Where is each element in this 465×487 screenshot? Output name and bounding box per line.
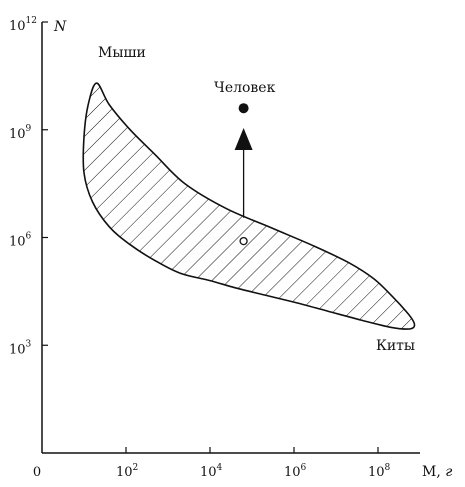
ticks-layer: 102 104 106 108 103 106 109 1012 xyxy=(9,16,391,480)
y-tick-label-3: 1012 xyxy=(9,16,37,34)
y-tick-label-2: 109 xyxy=(9,124,32,142)
hatched-region-layer xyxy=(82,82,416,330)
x-axis-title-unit: г xyxy=(445,464,452,480)
hatched-region xyxy=(82,82,416,330)
marks-layer xyxy=(234,103,253,246)
annotation-mice: Мыши xyxy=(98,45,146,61)
x-tick-label-0: 102 xyxy=(116,463,138,480)
human-point-filled xyxy=(238,103,249,114)
x-tick-label-1: 104 xyxy=(200,463,223,480)
x-tick-label-2: 106 xyxy=(284,463,307,480)
y-tick-label-1: 106 xyxy=(9,232,32,250)
x-axis-title-main: M, xyxy=(422,464,445,480)
annotation-whales: Киты xyxy=(376,338,415,354)
y-axis-title: N xyxy=(53,19,67,35)
x-axis-title: M, г xyxy=(422,464,452,480)
arrow-head xyxy=(234,127,253,150)
human-point-open xyxy=(239,236,248,246)
x-origin-label: 0 xyxy=(33,465,41,480)
x-tick-label-3: 108 xyxy=(368,463,391,480)
annotation-human: Человек xyxy=(214,80,276,96)
y-tick-label-0: 103 xyxy=(9,339,32,357)
